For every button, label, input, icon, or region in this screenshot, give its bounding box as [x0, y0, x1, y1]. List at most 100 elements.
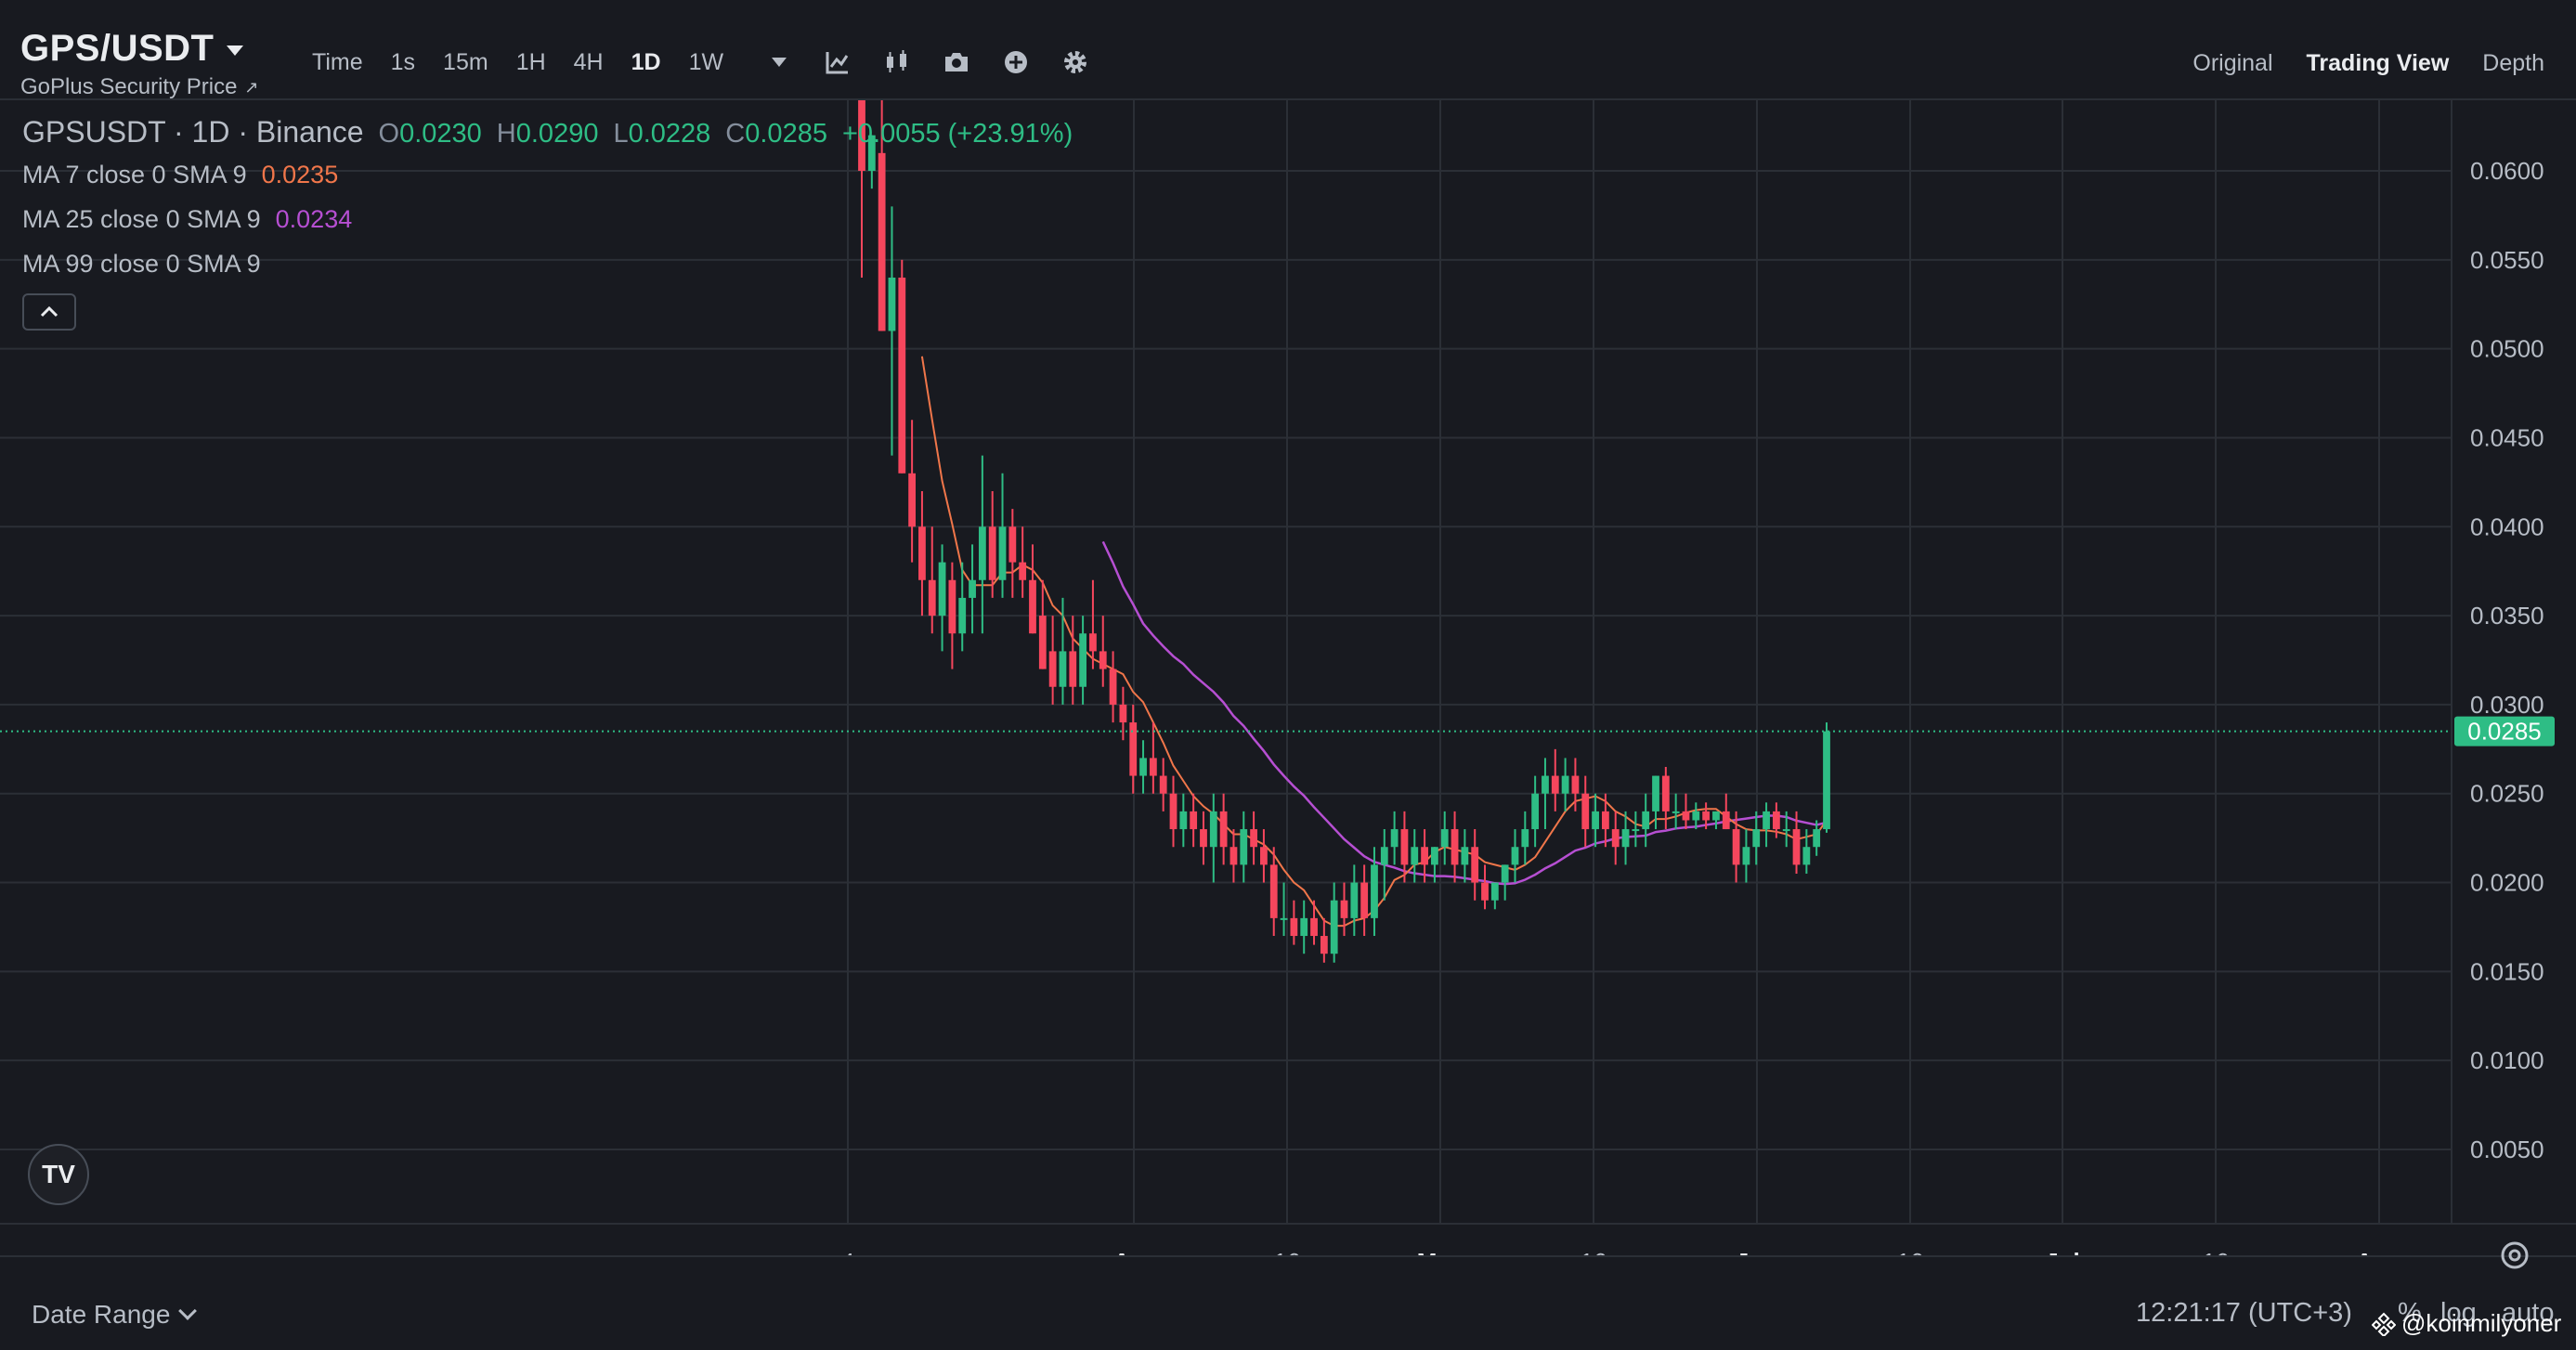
price-axis[interactable]: 0.0600 0.0550 0.0500 0.0450 0.0400 0.0350 0.03…: [2470, 157, 2544, 1163]
binance-logo-icon: [2372, 1312, 2396, 1336]
price-tick-label: 0.0450: [2470, 423, 2544, 451]
close-value: 0.0285: [745, 119, 827, 149]
percent-scale-toggle[interactable]: %: [2398, 1298, 2422, 1328]
legend-ma7[interactable]: MA 7 close 0 SMA 9 0.0235: [22, 152, 1073, 197]
candle: [948, 562, 956, 669]
tab-original[interactable]: Original: [2192, 50, 2273, 76]
ma7-value: 0.0235: [261, 160, 339, 188]
candle: [1390, 811, 1399, 865]
price-tick-label: 0.0200: [2470, 869, 2544, 897]
candle: [1571, 758, 1580, 811]
interval-more-caret-icon[interactable]: [772, 58, 787, 67]
chart-settings-icon[interactable]: [2498, 1239, 2531, 1272]
coin-subtitle[interactable]: GoPlus Security Price ↗: [20, 74, 259, 100]
candle: [1300, 900, 1308, 954]
interval-1s[interactable]: 1s: [390, 48, 416, 75]
time-tick-label: Apr: [1113, 1248, 1155, 1255]
candle: [1340, 882, 1348, 937]
candle: [1069, 616, 1077, 705]
candle: [1611, 811, 1620, 865]
candle: [1250, 811, 1257, 865]
candle: [1310, 900, 1318, 945]
symbol-selector[interactable]: GPS/USDT: [20, 28, 244, 70]
candle: [1601, 793, 1609, 848]
symbol-name[interactable]: GPS/USDT: [20, 28, 215, 69]
time-axis[interactable]: 4 Apr 16 May 16 Jun 16 Jul 16 Aug: [841, 1248, 2403, 1255]
candle: [1481, 864, 1489, 910]
candle: [1190, 793, 1198, 848]
date-range-selector[interactable]: Date Range: [32, 1300, 198, 1330]
candle-type-icon[interactable]: [883, 48, 911, 76]
candle: [1501, 864, 1509, 901]
interval-time[interactable]: Time: [312, 48, 363, 75]
time-tick-label: Jun: [1736, 1248, 1778, 1255]
log-scale-toggle[interactable]: log: [2440, 1298, 2477, 1328]
caret-down-icon[interactable]: [227, 45, 244, 56]
candle: [969, 544, 976, 634]
interval-1w[interactable]: 1W: [688, 48, 724, 75]
candle: [1772, 802, 1780, 838]
watermark-text: @koinmilyoner: [2401, 1309, 2562, 1337]
chart-grid: [0, 100, 2576, 1225]
candle: [1280, 882, 1288, 937]
open-value: 0.0230: [399, 119, 482, 149]
legend-ma99[interactable]: MA 99 close 0 SMA 9: [22, 241, 1073, 286]
indicator-icon[interactable]: [824, 48, 852, 76]
time-tick-label: Aug: [2356, 1248, 2403, 1255]
candle: [1290, 900, 1298, 945]
price-tick-label: 0.0100: [2470, 1046, 2544, 1074]
candle: [1129, 704, 1138, 794]
candle: [1511, 829, 1519, 883]
plus-circle-icon[interactable]: [1002, 48, 1030, 76]
ma7-line: [920, 356, 1828, 928]
ohlc-change: +0.0055 (+23.91%): [841, 119, 1073, 149]
ma25-value: 0.0234: [275, 204, 353, 233]
camera-icon[interactable]: [943, 48, 970, 76]
chevron-up-icon: [40, 305, 59, 318]
candle: [1531, 775, 1540, 848]
candle: [1692, 802, 1700, 830]
candle: [1089, 579, 1097, 669]
candle: [938, 544, 946, 652]
tab-depth[interactable]: Depth: [2482, 50, 2544, 76]
candle: [1139, 740, 1147, 794]
candle: [867, 135, 876, 189]
candle: [1440, 811, 1449, 865]
low-value: 0.0228: [628, 119, 711, 149]
price-tick-label: 0.0250: [2470, 780, 2544, 808]
interval-1d[interactable]: 1D: [631, 48, 661, 75]
candle: [958, 562, 967, 652]
candle: [1802, 829, 1811, 874]
clock-readout[interactable]: 12:21:17 (UTC+3): [2136, 1298, 2352, 1328]
candle: [1350, 864, 1359, 937]
candle: [1702, 802, 1711, 830]
ohlc-open: O0.0230: [379, 119, 482, 149]
interval-15m[interactable]: 15m: [443, 48, 488, 75]
candle: [928, 526, 936, 634]
last-price-marker: 0.0285: [0, 716, 2555, 746]
candle: [1371, 847, 1378, 937]
legend-ma25[interactable]: MA 25 close 0 SMA 9 0.0234: [22, 197, 1073, 241]
legend-title: GPSUSDT · 1D · Binance: [22, 115, 364, 149]
price-tick-label: 0.0300: [2470, 691, 2544, 719]
time-tick-label: 16: [2203, 1248, 2230, 1255]
candle: [1763, 802, 1770, 848]
external-link-icon[interactable]: ↗: [244, 77, 259, 97]
tradingview-logo[interactable]: TV: [28, 1144, 89, 1205]
interval-4h[interactable]: 4H: [573, 48, 604, 75]
interval-1h[interactable]: 1H: [515, 48, 546, 75]
last-price-label: 0.0285: [2467, 718, 2542, 746]
auto-scale-toggle[interactable]: auto: [2502, 1298, 2555, 1328]
candle: [1229, 829, 1238, 883]
coin-subtitle-text[interactable]: GoPlus Security Price: [20, 74, 238, 99]
legend-collapse-button[interactable]: [22, 293, 76, 331]
candle: [1451, 811, 1459, 883]
tab-trading-view[interactable]: Trading View: [2306, 50, 2450, 76]
chevron-down-icon[interactable]: [178, 1302, 198, 1320]
price-chart[interactable]: 0.0600 0.0550 0.0500 0.0450 0.0400 0.0350 0.03…: [0, 100, 2576, 1255]
candle: [988, 490, 996, 598]
candle: [1320, 917, 1328, 963]
candle: [1712, 811, 1720, 830]
date-range-label[interactable]: Date Range: [32, 1300, 171, 1329]
gear-icon[interactable]: [1061, 48, 1089, 76]
